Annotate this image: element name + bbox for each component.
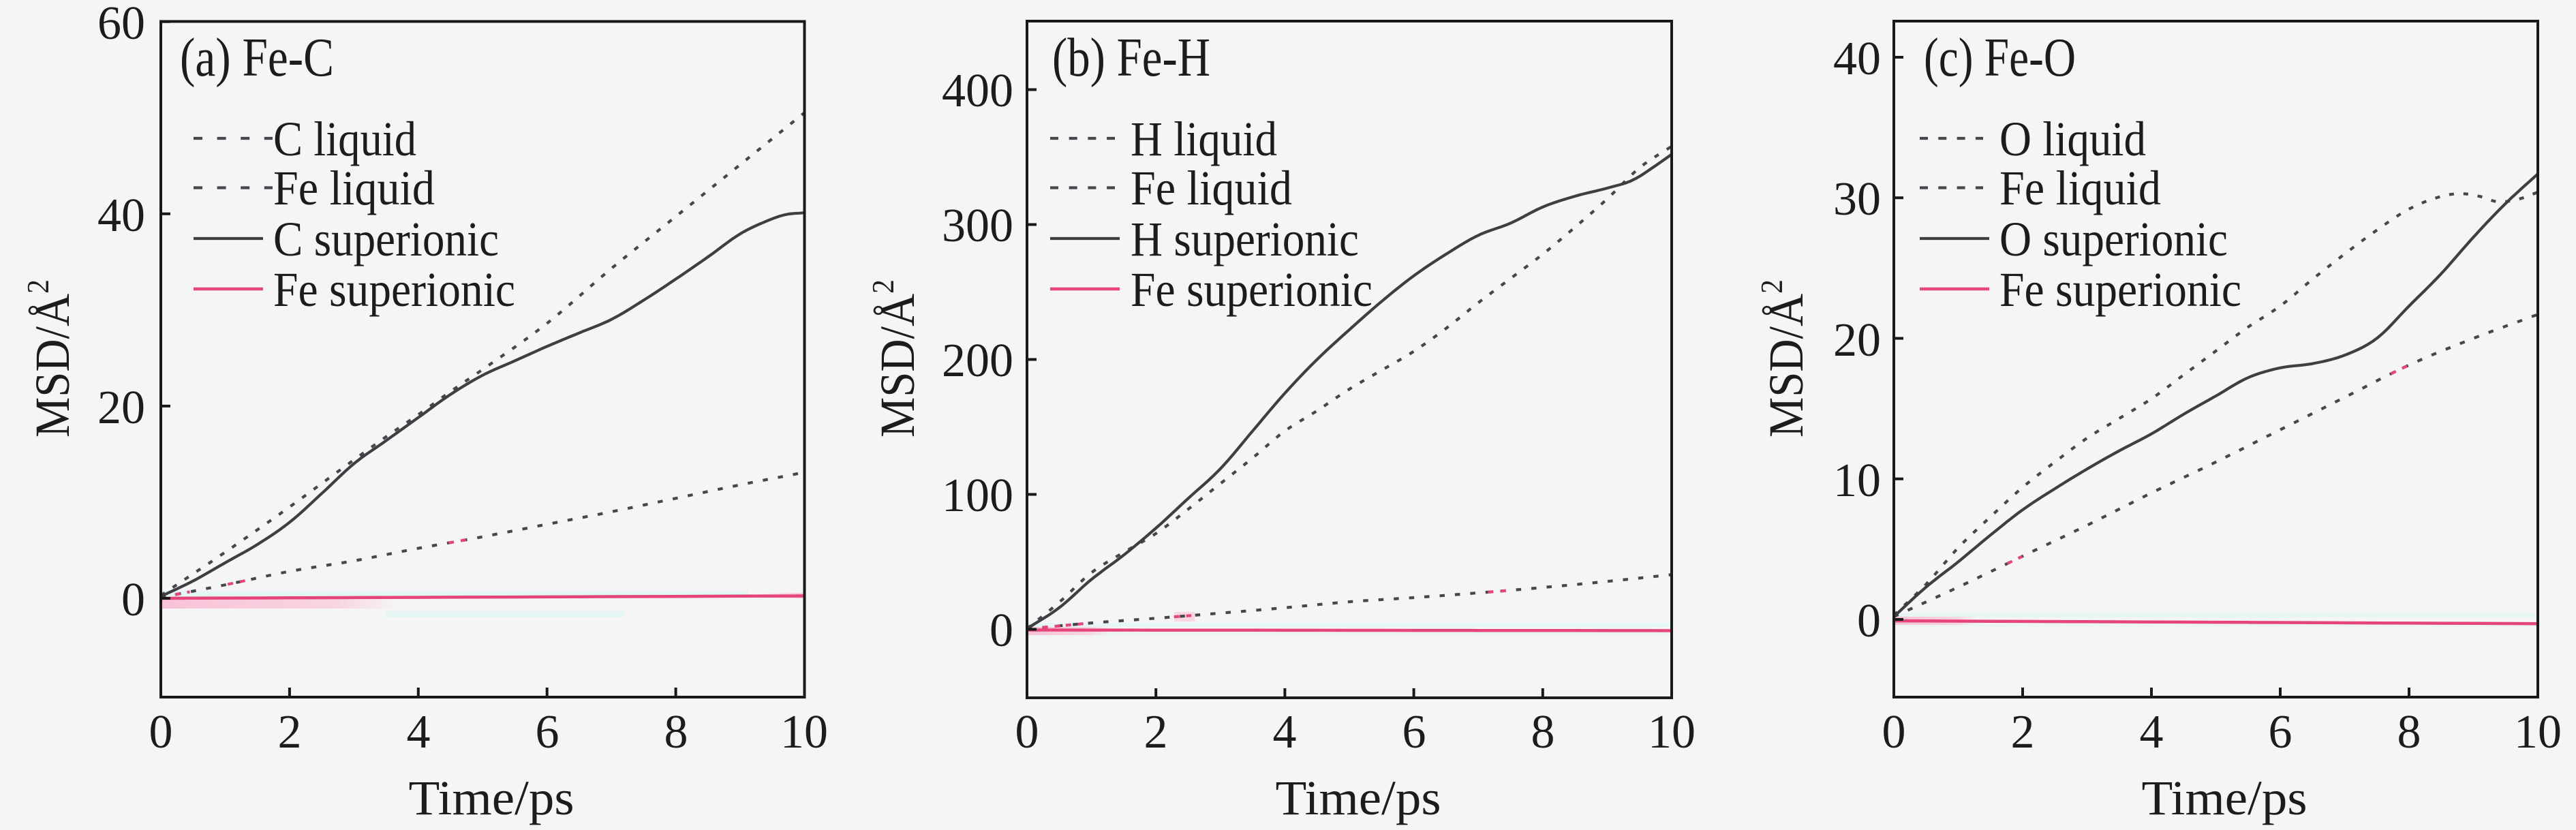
svg-text:10: 10 [1833, 455, 1881, 507]
svg-text:6: 6 [536, 706, 559, 758]
svg-text:Fe superionic: Fe superionic [1999, 262, 2241, 317]
svg-text:0: 0 [1882, 706, 1906, 758]
svg-text:20: 20 [1833, 314, 1881, 367]
svg-text:MSD/Å2: MSD/Å2 [866, 279, 925, 437]
svg-text:200: 200 [942, 335, 1013, 387]
svg-text:2: 2 [1144, 706, 1168, 758]
svg-text:2: 2 [278, 706, 302, 758]
svg-text:(a) Fe-C: (a) Fe-C [180, 28, 334, 88]
svg-text:Time/ps: Time/ps [409, 771, 574, 825]
svg-text:Time/ps: Time/ps [2142, 771, 2307, 825]
svg-text:0: 0 [149, 706, 173, 758]
svg-text:0: 0 [1857, 595, 1881, 647]
svg-text:10: 10 [780, 706, 828, 758]
svg-text:MSD/Å2: MSD/Å2 [21, 279, 80, 437]
svg-text:300: 300 [942, 200, 1013, 252]
svg-text:8: 8 [664, 706, 688, 758]
svg-text:Fe superionic: Fe superionic [1131, 262, 1373, 317]
svg-text:40: 40 [97, 189, 145, 242]
svg-text:40: 40 [1833, 33, 1881, 85]
svg-text:0: 0 [990, 604, 1013, 657]
svg-text:MSD/Å2: MSD/Å2 [1755, 279, 1813, 437]
svg-text:4: 4 [2140, 706, 2164, 758]
svg-text:6: 6 [2269, 706, 2293, 758]
svg-text:Fe liquid: Fe liquid [1131, 161, 1292, 215]
svg-text:0: 0 [121, 574, 145, 626]
svg-text:Fe liquid: Fe liquid [1999, 161, 2161, 215]
svg-text:Time/ps: Time/ps [1276, 771, 1441, 825]
svg-text:O liquid: O liquid [1999, 112, 2146, 166]
svg-text:(c) Fe-O: (c) Fe-O [1924, 28, 2076, 88]
svg-text:8: 8 [1531, 706, 1555, 758]
svg-text:100: 100 [942, 470, 1013, 522]
svg-text:20: 20 [97, 382, 145, 434]
svg-text:H liquid: H liquid [1131, 112, 1277, 166]
svg-text:Fe superionic: Fe superionic [273, 262, 515, 317]
svg-text:C superionic: C superionic [273, 212, 499, 266]
svg-text:400: 400 [942, 65, 1013, 117]
svg-text:C liquid: C liquid [273, 112, 416, 166]
svg-text:2: 2 [2011, 706, 2035, 758]
svg-text:6: 6 [1402, 706, 1426, 758]
svg-text:10: 10 [1648, 706, 1696, 758]
svg-text:8: 8 [2397, 706, 2421, 758]
svg-text:Fe liquid: Fe liquid [273, 161, 435, 215]
svg-text:60: 60 [97, 0, 145, 50]
svg-text:(b) Fe-H: (b) Fe-H [1052, 28, 1210, 88]
svg-text:4: 4 [1273, 706, 1297, 758]
svg-text:4: 4 [407, 706, 431, 758]
svg-text:10: 10 [2514, 706, 2562, 758]
svg-text:0: 0 [1015, 706, 1039, 758]
svg-text:H superionic: H superionic [1131, 212, 1359, 266]
svg-text:O superionic: O superionic [1999, 212, 2228, 266]
svg-text:30: 30 [1833, 173, 1881, 226]
